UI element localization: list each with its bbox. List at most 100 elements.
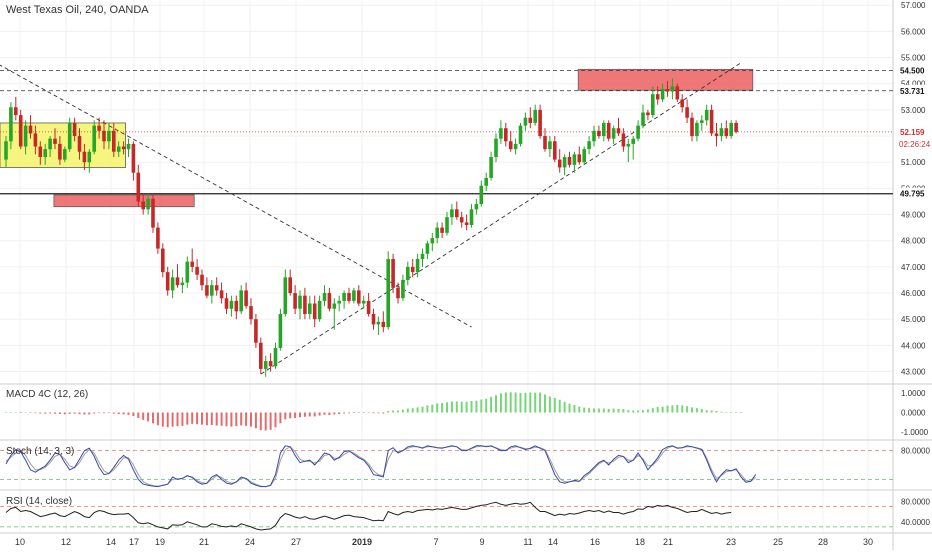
candle-body [450,209,454,218]
candle-body [597,130,601,137]
macd-bar [127,412,130,415]
macd-bar [250,412,252,427]
candle-body [538,109,542,137]
label-support-box [896,187,932,200]
candle-body [23,125,28,147]
macd-axis-tick: 1.0000 [901,389,926,398]
candle-body [489,156,493,178]
candle-body [533,109,537,123]
candle-body [293,293,297,309]
macd-bar [519,392,522,413]
macd-bar [617,408,620,413]
candle-body [210,285,214,296]
macd-bar [294,412,297,418]
x-axis-tick: 18 [635,537,645,547]
x-axis-tick: 14 [548,537,558,547]
candle-body [391,259,395,288]
candle-body [361,300,366,304]
macd-bar [593,408,595,413]
macd-bar [499,393,502,413]
macd-bar [196,412,199,425]
zone-red-1 [53,194,195,208]
candle-body [136,172,141,202]
stoch-axis-tick: 80.0000 [901,447,930,456]
macd-bar [63,412,66,415]
macd-bar [372,412,375,414]
macd-bar [107,412,110,414]
macd-axis-tick: 0.0000 [901,408,926,417]
candle-body [82,151,87,163]
macd-bar [529,392,532,413]
x-axis-tick: 23 [726,537,736,547]
macd-bar [181,412,184,426]
candle-body [577,154,582,163]
macd-bar [103,412,105,414]
macd-bar [215,412,218,426]
macd-bar [205,412,208,426]
macd-bar [431,404,434,413]
macd-bar [254,412,257,429]
price-axis-tick: 44.000 [901,341,926,350]
macd-bar [24,412,27,413]
macd-bar [333,412,336,415]
macd-bar [348,412,350,414]
candle-body [675,86,680,100]
macd-bar [700,408,703,413]
candle-body [268,361,273,367]
candle-body [719,128,724,137]
macd-bar [446,402,448,413]
macd-bar [632,410,635,413]
candle-body [494,138,498,157]
candle-body [200,274,204,286]
macd-bar [416,407,419,413]
macd-bar [607,408,610,413]
macd-bar [387,410,390,413]
macd-bar [588,408,591,413]
candle-body [9,107,13,142]
candle-body [474,204,479,210]
candle-body [553,141,557,160]
candle-body [592,130,596,142]
candle-body [58,143,62,160]
macd-bar [19,412,22,413]
macd-bar [279,412,282,424]
macd-bar [548,396,551,413]
price-axis-tick: 56.000 [901,27,926,36]
macd-bar [426,405,429,413]
x-axis-tick: 7 [433,537,438,547]
macd-bar [34,412,37,414]
candle-body [646,112,650,116]
candle-body [116,146,121,152]
macd-title: MACD 4C (12, 26) [6,389,89,400]
candle-body [616,128,621,134]
macd-bar [142,412,145,420]
x-axis-tick: 11 [523,537,532,547]
x-axis-tick: 21 [199,537,209,547]
candle-body [504,128,508,142]
macd-bar [676,405,679,413]
candle-body [67,122,72,150]
macd-bar [441,403,444,413]
candle-body [126,143,131,150]
macd-bar [137,412,140,418]
macd-bar [671,405,674,413]
candle-body [631,138,635,144]
rsi-axis-tick: 40.0000 [901,518,930,527]
macd-bar [578,406,581,413]
macd-bar [274,412,277,428]
macd-bar [573,405,576,413]
x-axis-tick: 25 [773,537,783,547]
candle-body [499,128,503,139]
x-axis-tick: 24 [245,537,255,547]
candle-body [102,130,106,142]
macd-bar [156,412,159,426]
candle-body [651,94,655,116]
candle-body [283,277,288,314]
macd-bar [455,401,458,413]
candle-body [420,253,425,260]
price-axis-tick: 48.000 [901,237,926,246]
candle-body [53,138,57,144]
macd-bar [539,392,542,413]
candle-body [18,115,23,147]
